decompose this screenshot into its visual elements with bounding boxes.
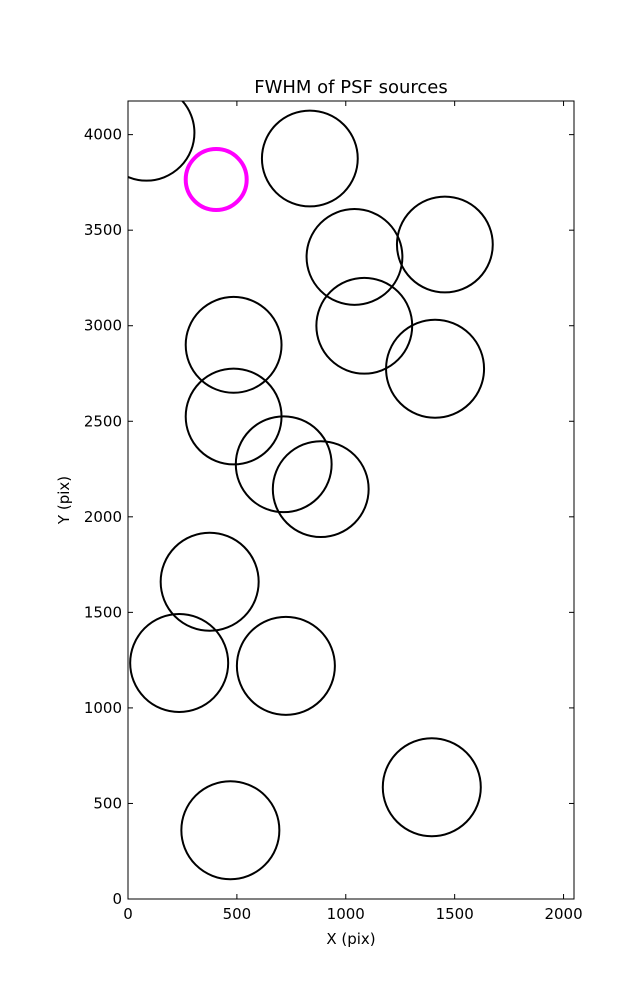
psf-circle (234, 415, 333, 514)
plot-frame (127, 100, 575, 900)
psf-circle (184, 295, 283, 394)
chart-title: FWHM of PSF sources (254, 77, 448, 98)
y-tick-label: 4000 (84, 126, 122, 144)
psf-circle (235, 615, 336, 716)
y-axis: 0 500 1000 1500 2000 2500 3000 3500 4000 (84, 126, 574, 908)
x-tick-label: 500 (223, 905, 252, 923)
psf-circle (305, 208, 404, 306)
y-tick-label: 1000 (84, 699, 122, 717)
psf-circle (395, 195, 494, 294)
psf-circle (271, 440, 370, 539)
y-tick-label: 3000 (84, 317, 122, 335)
y-tick-label: 3500 (84, 221, 122, 239)
psf-circles (128, 101, 494, 881)
x-tick-label: 0 (123, 905, 133, 923)
psf-circle (129, 613, 230, 714)
psf-circle (385, 318, 486, 419)
psf-circle (315, 276, 414, 375)
y-tick-label: 2000 (84, 508, 122, 526)
x-tick-label: 2000 (544, 905, 582, 923)
y-tick-label: 2500 (84, 412, 122, 430)
psf-circle (159, 531, 260, 632)
y-tick-label: 1500 (84, 603, 122, 621)
psf-circle (381, 737, 482, 838)
y-tick-label: 0 (112, 890, 122, 908)
x-tick-label: 1000 (327, 905, 365, 923)
x-axis: 0 500 1000 1500 2000 (123, 101, 583, 923)
y-tick-label: 500 (93, 794, 122, 812)
highlighted-psf-circle (183, 147, 249, 213)
psf-circle (180, 780, 281, 881)
y-axis-label: Y (pix) (55, 476, 73, 525)
x-axis-label: X (pix) (326, 930, 375, 948)
psf-circle (260, 109, 359, 208)
psf-circle (128, 101, 196, 182)
psf-circle (184, 367, 283, 466)
x-tick-label: 1500 (436, 905, 474, 923)
